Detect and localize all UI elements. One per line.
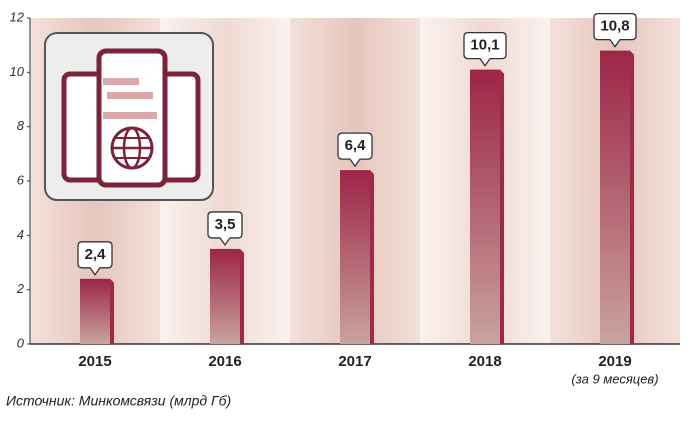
value-label: 6,4 <box>345 137 367 154</box>
phone-icon <box>44 32 214 201</box>
x-tick-label: 2017 <box>338 353 371 370</box>
value-label: 2,4 <box>85 246 107 263</box>
y-tick-label: 2 <box>16 281 25 296</box>
bar <box>210 248 240 344</box>
label-bubble <box>77 241 113 276</box>
bar <box>340 170 370 344</box>
bar-side <box>110 278 114 344</box>
source: Источник: Минкомсвязи (млрд Гб) <box>6 393 231 409</box>
bar <box>600 50 630 344</box>
bar-side <box>370 170 374 344</box>
y-tick-label: 8 <box>17 118 25 133</box>
value-label: 10,8 <box>600 18 629 35</box>
y-tick-label: 12 <box>10 9 25 24</box>
bar-side <box>630 50 634 344</box>
value-label: 10,1 <box>470 37 499 54</box>
label-bubble <box>207 211 243 247</box>
y-tick-label: 10 <box>10 64 25 79</box>
value-label: 3,5 <box>215 216 236 233</box>
x-tick-label: 2016 <box>208 353 241 370</box>
y-tick-label: 0 <box>17 335 25 350</box>
y-tick-label: 4 <box>17 227 24 242</box>
bar-side <box>240 248 244 344</box>
x-tick-label: 2015 <box>78 353 111 370</box>
bar <box>80 278 110 344</box>
label-bubble <box>593 12 637 48</box>
bar-side <box>500 69 504 344</box>
bar <box>470 69 500 344</box>
y-tick-label: 6 <box>17 172 25 187</box>
x-tick-label: 2018 <box>468 353 501 370</box>
x-tick-label: 2019 <box>598 353 631 370</box>
x-sublabel: (за 9 месяцев) <box>571 371 658 386</box>
label-bubble <box>463 31 507 67</box>
label-bubble <box>337 132 373 168</box>
